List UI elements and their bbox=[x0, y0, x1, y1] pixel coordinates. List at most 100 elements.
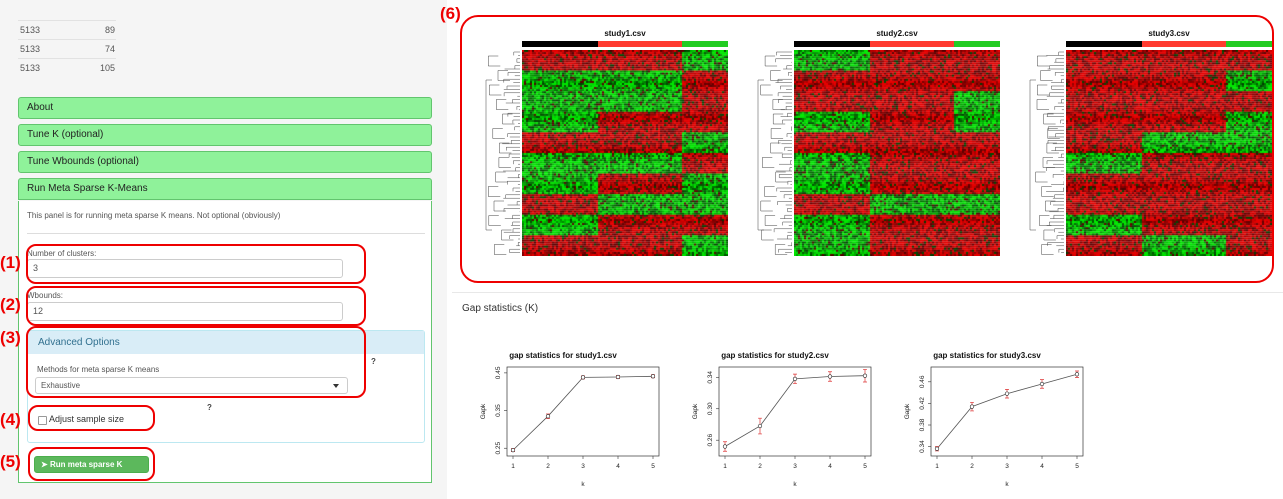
x-tick-label: 1 bbox=[723, 463, 727, 470]
error-bar bbox=[511, 448, 515, 452]
x-tick-label: 3 bbox=[793, 463, 797, 470]
cluster-color-bar bbox=[794, 41, 1000, 47]
advanced-options-header[interactable]: Advanced Options bbox=[28, 331, 424, 354]
y-axis-label: Gapk bbox=[692, 403, 699, 419]
data-point bbox=[615, 374, 621, 380]
chart-title: gap statistics for study3.csv bbox=[933, 351, 1041, 360]
error-bar bbox=[581, 375, 585, 380]
heatmap-title: study2.csv bbox=[876, 29, 918, 38]
x-axis-label: k bbox=[793, 481, 797, 488]
cluster-color-segment bbox=[1142, 41, 1226, 47]
gap-line bbox=[936, 373, 1078, 450]
y-tick-label: 0.34 bbox=[707, 371, 714, 384]
error-bar bbox=[828, 371, 832, 382]
cluster-color-segment bbox=[522, 41, 598, 47]
data-point bbox=[510, 448, 516, 453]
dendrogram-branches bbox=[1029, 51, 1064, 255]
x-tick-label: 5 bbox=[863, 463, 867, 470]
x-tick-label: 1 bbox=[511, 463, 515, 470]
error-bar bbox=[1075, 370, 1079, 378]
plot-frame bbox=[930, 366, 1084, 457]
y-tick-label: 0.45 bbox=[495, 366, 502, 379]
x-tick-label: 2 bbox=[970, 463, 974, 470]
y-tick-label: 0.46 bbox=[919, 375, 926, 388]
cluster-color-bar bbox=[1066, 41, 1272, 47]
adjust-sample-size-checkbox[interactable] bbox=[38, 416, 47, 425]
x-tick-label: 3 bbox=[581, 463, 585, 470]
data-point bbox=[722, 444, 728, 449]
accordion-about[interactable]: About bbox=[18, 97, 432, 119]
data-point bbox=[1004, 391, 1010, 396]
paper-plane-icon: ➤ bbox=[41, 460, 50, 469]
table-cell: 5133 bbox=[20, 63, 41, 73]
heatmap bbox=[794, 50, 1000, 256]
y-tick-label: 0.34 bbox=[919, 440, 926, 453]
chart-title: gap statistics for study2.csv bbox=[721, 351, 829, 360]
table-cell: 105 bbox=[99, 63, 115, 73]
cluster-color-segment bbox=[794, 41, 870, 47]
y-tick-label: 0.30 bbox=[707, 402, 714, 415]
wbounds-input[interactable]: 12 bbox=[27, 302, 343, 321]
dendrogram-branches bbox=[757, 51, 792, 255]
error-bar bbox=[616, 375, 620, 379]
method-help[interactable]: ? bbox=[371, 357, 376, 366]
table-cell: 89 bbox=[104, 25, 115, 35]
table-cell: 5133 bbox=[20, 44, 41, 54]
heatmap bbox=[1066, 50, 1272, 256]
gap-line bbox=[724, 375, 866, 447]
data-point bbox=[862, 373, 868, 378]
x-tick-label: 1 bbox=[935, 463, 939, 470]
dendrogram bbox=[485, 51, 520, 255]
data-point bbox=[650, 374, 656, 379]
clusters-input[interactable]: 3 bbox=[27, 259, 343, 278]
table-cell: 5133 bbox=[20, 25, 41, 35]
plot-frame bbox=[718, 366, 872, 457]
adjust-sample-size-label: Adjust sample size bbox=[49, 414, 125, 424]
dendrogram bbox=[757, 51, 792, 255]
error-bar bbox=[1040, 379, 1044, 389]
data-point bbox=[580, 375, 586, 380]
accordion-tune-wbounds[interactable]: Tune Wbounds (optional) bbox=[18, 151, 432, 173]
heatmap-title: study3.csv bbox=[1148, 29, 1190, 38]
accordion-run-meta-sparse[interactable]: Run Meta Sparse K-Means bbox=[18, 178, 432, 200]
cluster-color-segment bbox=[682, 41, 728, 47]
data-point bbox=[827, 374, 833, 379]
gap-section-title: Gap statistics (K) bbox=[462, 303, 539, 314]
table-row: 5133 89 bbox=[18, 20, 116, 39]
error-bar bbox=[723, 441, 727, 452]
x-tick-label: 4 bbox=[1040, 463, 1044, 470]
adjust-help[interactable]: ? bbox=[207, 403, 212, 412]
cluster-color-segment bbox=[870, 41, 954, 47]
plot-frame bbox=[506, 366, 660, 457]
x-tick-label: 5 bbox=[1075, 463, 1079, 470]
chart-title: gap statistics for study1.csv bbox=[509, 351, 617, 360]
data-table: 5133 89 5133 74 5133 105 bbox=[18, 20, 116, 77]
error-bar bbox=[546, 413, 550, 419]
y-tick-label: 0.42 bbox=[919, 397, 926, 410]
method-select[interactable]: Exhaustive bbox=[35, 377, 348, 394]
error-bar bbox=[758, 417, 762, 435]
accordion-tune-k[interactable]: Tune K (optional) bbox=[18, 124, 432, 146]
section-divider bbox=[452, 292, 1283, 293]
error-bar bbox=[863, 369, 867, 383]
x-tick-label: 2 bbox=[758, 463, 762, 470]
annotation-number-2: (2) bbox=[0, 295, 21, 314]
y-tick-label: 0.25 bbox=[495, 442, 502, 455]
annotation-number-3: (3) bbox=[0, 328, 21, 347]
y-tick-label: 0.26 bbox=[707, 433, 714, 446]
data-point bbox=[545, 414, 551, 419]
y-axis-label: Gapk bbox=[480, 403, 487, 419]
annotation-number-5: (5) bbox=[0, 452, 21, 471]
cluster-color-segment bbox=[1226, 41, 1272, 47]
annotation-number-4: (4) bbox=[0, 410, 21, 429]
error-bar bbox=[935, 446, 939, 452]
error-bar bbox=[970, 401, 974, 412]
run-button[interactable]: ➤ Run meta sparse K means bbox=[34, 456, 149, 484]
y-tick-label: 0.38 bbox=[919, 418, 926, 431]
cluster-color-bar bbox=[522, 41, 728, 47]
method-label: Methods for meta sparse K means bbox=[37, 365, 160, 374]
heatmap-title: study1.csv bbox=[604, 29, 646, 38]
divider bbox=[27, 233, 425, 234]
x-tick-label: 4 bbox=[828, 463, 832, 470]
chevron-down-icon bbox=[333, 384, 339, 388]
